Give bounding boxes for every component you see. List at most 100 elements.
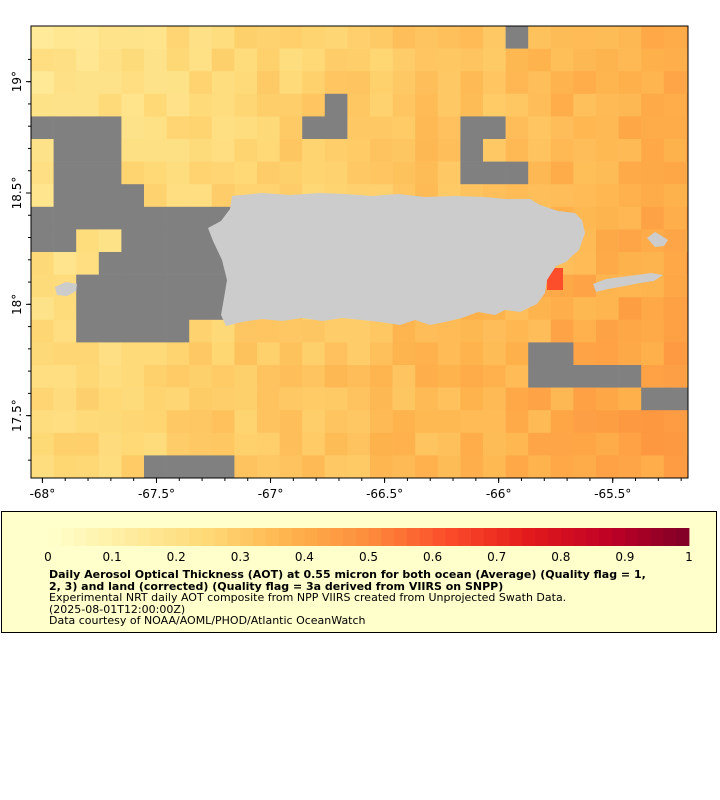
legend-title: Daily Aerosol Optical Thickness (AOT) at… [49,568,646,581]
aot-grid-cell [121,229,145,253]
aot-grid-cell [144,410,167,434]
aot-grid-cell [302,139,326,162]
aot-grid-cell [211,139,235,162]
longitude-tick-label: -68° [30,487,56,500]
aot-grid-cell [370,432,393,456]
aot-grid-cell [528,139,552,162]
colorbar-swatch [137,528,151,546]
aot-grid-cell [76,319,100,343]
aot-grid-cell [211,365,235,388]
aot-grid-cell [686,274,689,298]
aot-grid-cell [144,297,167,321]
aot-grid-cell [370,365,393,388]
aot-grid-cell [234,432,258,456]
aot-grid-cell [53,184,77,208]
aot-grid-cell [347,410,371,434]
colorbar-swatch [406,528,421,546]
aot-grid-cell [121,93,145,117]
aot-grid-cell [234,26,258,49]
aot-grid-cell [144,432,167,456]
aot-grid-cell [31,93,54,117]
aot-grid-cell [641,93,665,117]
aot-grid-cell [234,387,258,411]
aot-grid-cell [686,342,689,366]
aot-grid-cell [550,319,574,343]
aot-grid-cell [392,387,416,411]
aot-grid-cell [211,71,235,95]
aot-grid-cell [31,365,54,388]
aot-grid-cell [437,410,461,434]
aot-grid-cell [686,365,689,388]
aot-grid-cell [302,26,326,49]
vieques-island-land [593,273,663,292]
colorbar-swatch [150,528,164,546]
aot-grid-cell [76,297,100,321]
aot-grid-cell [302,48,326,72]
colorbar-swatch [496,528,510,546]
aot-grid-cell [437,26,461,49]
aot-grid-cell [392,116,416,140]
aot-grid-cell [550,184,574,208]
aot-grid-cell [31,206,54,230]
aot-grid-cell [279,139,303,162]
aot-grid-cell [641,71,665,95]
aot-grid-cell [460,365,484,388]
aot-grid-cell [166,342,190,366]
aot-grid-cell [596,93,619,117]
aot-grid-cell [31,274,54,298]
aot-grid-cell [53,455,77,479]
colorbar-swatch [599,528,613,546]
aot-grid-cell [324,71,348,95]
aot-grid-cell [302,319,326,343]
aot-grid-cell [460,139,484,162]
aot-grid-cell [189,342,213,366]
aot-grid-cell [257,319,280,343]
aot-grid-cell [460,319,484,343]
aot-grid-cell [596,342,619,366]
aot-grid-cell [505,161,529,185]
aot-grid-cell [31,319,54,343]
aot-grid-cell [166,297,190,321]
aot-grid-cell [663,297,687,321]
aot-grid-cell [189,184,213,208]
aot-grid-cell [596,161,619,185]
aot-grid-cell [31,252,54,275]
aot-grid-cell [98,184,122,208]
colorbar-swatch [676,528,690,546]
colorbar-swatch [227,528,241,546]
aot-grid-cell [370,93,393,117]
aot-grid-cell [460,342,484,366]
colorbar-swatch [547,528,562,546]
aot-grid-cell [189,297,213,321]
aot-grid-cell [324,410,348,434]
aot-grid-cell [121,48,145,72]
aot-grid-cell [641,116,665,140]
colorbar-swatch [663,528,677,546]
aot-grid-cell [98,342,122,366]
aot-grid-cell [618,116,642,140]
aot-grid-cell [121,71,145,95]
aot-grid-cell [144,71,167,95]
mona-island-land [55,282,77,296]
aot-grid-cell [211,319,235,343]
aot-grid-cell [392,139,416,162]
aot-grid-cell [686,319,689,343]
colorbar-swatch [381,528,395,546]
aot-grid-cell [211,116,235,140]
aot-grid-cell [53,297,77,321]
aot-grid-cell [596,139,619,162]
colorbar-swatch [535,528,549,546]
aot-grid-cell [98,26,122,49]
aot-grid-cell [686,387,689,411]
aot-grid-cell [528,387,552,411]
aot-grid-cell [596,252,619,275]
aot-grid-cell [31,432,54,456]
aot-grid-cell [641,297,665,321]
aot-grid-cell [53,365,77,388]
colorbar-swatch [573,528,587,546]
aot-grid-cell [76,206,100,230]
latitude-tick-label: 17.5° [10,399,24,432]
aot-grid-cell [144,365,167,388]
colorbar-swatch [471,528,485,546]
aot-grid-cell [686,93,689,117]
